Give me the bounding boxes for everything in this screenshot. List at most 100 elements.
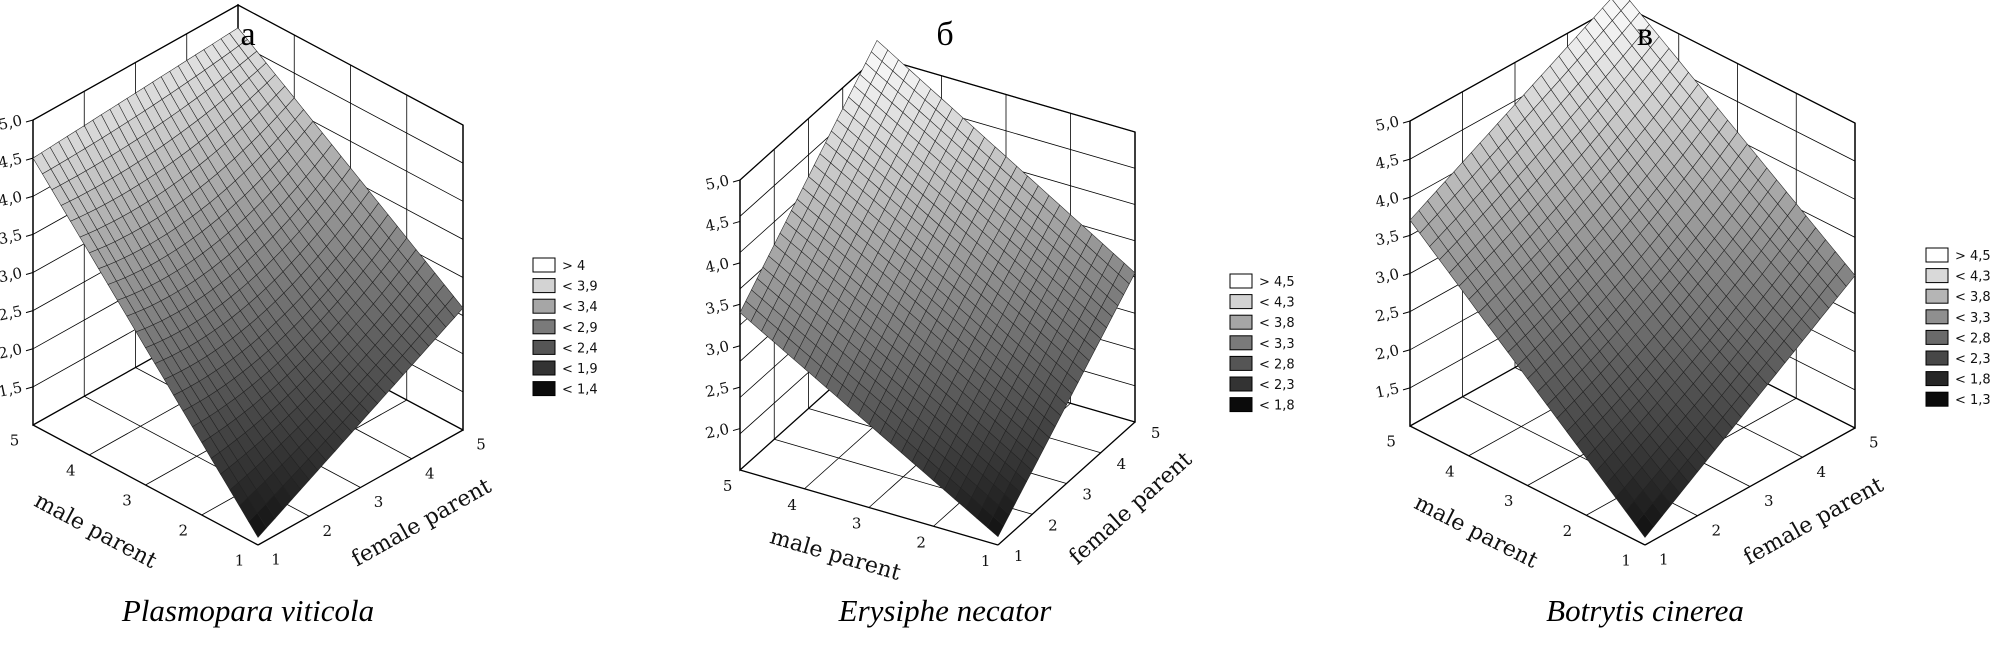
legend-swatch <box>1229 273 1253 289</box>
surface <box>32 27 464 538</box>
species-caption: Botrytis cinerea <box>1546 593 1744 628</box>
floor-edge <box>739 469 999 546</box>
z-tick-label: 3,0 <box>704 337 731 360</box>
z-tick-label: 2,5 <box>704 378 731 401</box>
wall-gridline <box>32 4 464 126</box>
z-tick-label: 3,0 <box>0 264 24 287</box>
female-tick-label: 4 <box>1817 463 1827 481</box>
female-tick-label: 5 <box>476 436 486 454</box>
male-tick-label: 4 <box>66 461 76 479</box>
female-tick-label: 1 <box>271 551 281 569</box>
z-tick-label: 4,5 <box>704 213 731 236</box>
legend-label: < 1,8 <box>1955 373 1991 388</box>
male-tick-label: 2 <box>916 533 926 551</box>
z-tick-mark <box>25 310 34 314</box>
z-axis: 1,5 2,0 2,5 3,0 3,5 4,0 4,5 5,0 <box>0 111 34 401</box>
male-parent-label: male parent <box>30 488 161 574</box>
legend-label: < 2,4 <box>562 341 598 356</box>
chart-panel-1: 1,5 2,0 2,5 3,0 3,5 4,0 4,5 5,0 5 4 3 2 1 male parent… <box>0 3 598 628</box>
legend-label: < 3,8 <box>1259 316 1295 331</box>
female-parent-label: female parent <box>1740 473 1889 571</box>
z-tick-label: 2,5 <box>1374 303 1401 326</box>
z-tick-mark <box>25 348 34 352</box>
female-tick-label: 3 <box>1082 486 1092 504</box>
z-axis: 2,0 2,5 3,0 3,5 4,0 4,5 5,0 <box>704 171 741 443</box>
z-tick-label: 2,0 <box>1374 341 1401 364</box>
panel-letter: в <box>1637 16 1653 53</box>
surface-cell <box>986 515 1005 538</box>
legend-label: < 1,8 <box>1259 399 1295 414</box>
z-tick-label: 1,5 <box>1374 379 1401 402</box>
chart-panel-2: 2,0 2,5 3,0 3,5 4,0 4,5 5,0 5 4 3 2 1 male parent 1 2 3… <box>704 16 1295 628</box>
z-tick-mark <box>1402 273 1411 276</box>
z-tick-mark <box>25 119 34 123</box>
female-tick-label: 3 <box>374 493 384 511</box>
z-tick-label: 4,5 <box>1374 150 1401 173</box>
chart-panel-3: 1,5 2,0 2,5 3,0 3,5 4,0 4,5 5,0 5 4 3 2 1 male parent… <box>1374 0 1991 628</box>
legend-swatch <box>1925 268 1949 284</box>
legend-swatch <box>1229 376 1253 392</box>
z-tick-label: 4,5 <box>0 149 24 172</box>
z-tick-label: 5,0 <box>0 111 24 134</box>
legend-label: < 2,9 <box>562 321 598 336</box>
legend-swatch <box>1925 371 1949 387</box>
z-tick-mark <box>732 220 741 224</box>
male-tick-label: 4 <box>787 496 797 514</box>
legend-label: < 3,4 <box>562 300 598 315</box>
male-parent-label: male parent <box>1410 490 1542 573</box>
z-tick-mark <box>1402 311 1411 315</box>
legend-label: < 3,3 <box>1259 337 1295 352</box>
female-tick-label: 2 <box>1048 516 1058 534</box>
z-tick-mark <box>732 262 741 266</box>
male-tick-label: 5 <box>10 431 20 449</box>
legend-label: < 2,3 <box>1259 378 1295 393</box>
legend: > 4,5 < 4,3 < 3,8 < 3,3 < 2,8 < 2,3 < 1,8 <box>1229 273 1295 414</box>
legend-swatch <box>1925 309 1949 325</box>
z-tick-mark <box>732 179 741 183</box>
female-tick-label: 5 <box>1869 434 1879 452</box>
legend-swatch <box>532 339 556 355</box>
legend-label: < 3,3 <box>1955 311 1991 326</box>
z-tick-mark <box>25 157 34 161</box>
legend-swatch <box>532 381 556 397</box>
z-tick-mark <box>25 195 34 199</box>
legend-swatch <box>532 319 556 335</box>
legend-label: < 1,9 <box>562 362 598 377</box>
z-axis: 1,5 2,0 2,5 3,0 3,5 4,0 4,5 5,0 <box>1374 112 1411 402</box>
z-tick-label: 3,5 <box>704 296 731 319</box>
floor-edge <box>997 421 1136 546</box>
legend-label: > 4,5 <box>1259 275 1295 290</box>
male-tick-label: 5 <box>1386 433 1396 451</box>
legend-swatch <box>1925 288 1949 304</box>
female-tick-label: 2 <box>322 522 332 540</box>
male-tick-label: 1 <box>235 551 245 569</box>
legend-label: > 4,5 <box>1955 249 1991 264</box>
legend-label: < 2,8 <box>1955 331 1991 346</box>
z-tick-mark <box>1402 349 1411 353</box>
female-tick-label: 5 <box>1151 424 1161 442</box>
z-tick-mark <box>732 386 741 390</box>
legend-label: < 2,8 <box>1259 357 1295 372</box>
legend-swatch <box>532 360 556 376</box>
female-tick-label: 4 <box>1117 455 1127 473</box>
z-tick-label: 3,5 <box>1374 227 1401 250</box>
legend-label: < 3,8 <box>1955 290 1991 305</box>
z-tick-label: 4,0 <box>704 254 731 277</box>
z-tick-mark <box>732 345 741 349</box>
panel-letter: б <box>936 16 953 53</box>
legend-swatch <box>1925 247 1949 263</box>
z-tick-label: 2,5 <box>0 302 24 325</box>
z-tick-mark <box>1402 196 1411 200</box>
z-tick-mark <box>732 303 741 307</box>
z-tick-label: 2,0 <box>704 420 731 443</box>
legend-label: < 4,3 <box>1955 270 1991 285</box>
legend-swatch <box>1229 397 1253 413</box>
legend-label: < 2,3 <box>1955 352 1991 367</box>
legend-swatch <box>1229 335 1253 351</box>
male-tick-label: 3 <box>1504 492 1514 510</box>
z-tick-mark <box>1402 387 1411 391</box>
legend-swatch <box>1925 329 1949 345</box>
species-caption: Erysiphe necator <box>838 593 1053 628</box>
female-parent-label: female parent <box>1065 447 1198 570</box>
floor-edge <box>1409 425 1646 546</box>
